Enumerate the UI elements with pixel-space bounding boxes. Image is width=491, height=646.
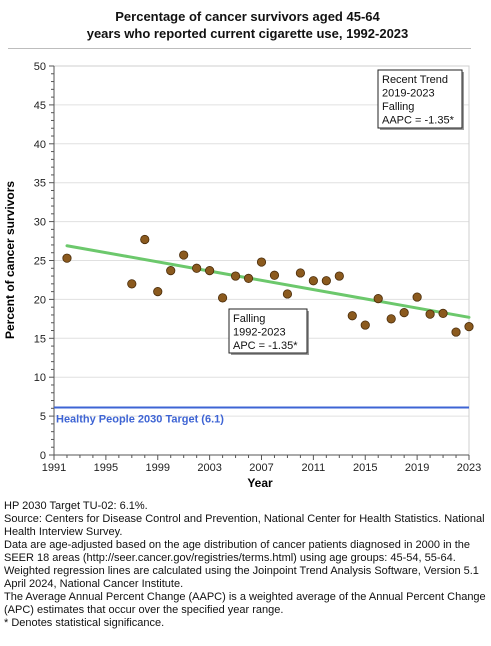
y-tick-label-40: 40 [34,139,46,151]
annotation-box [228,308,308,354]
data-point-2001 [179,250,189,260]
x-tick-label-2015: 2015 [353,462,377,474]
data-point-2014 [347,311,357,321]
chart-title: Percentage of cancer survivors aged 45-6… [20,8,475,42]
annotation-line: Recent Trend [382,74,448,86]
x-tick-label-1995: 1995 [94,462,118,474]
y-axis-title: Percent of cancer survivors [3,181,17,339]
y-tick-label-45: 45 [34,100,46,112]
data-point-2008 [269,270,280,280]
data-point-2018 [399,308,409,318]
y-tick-label-10: 10 [34,372,46,384]
y-tick-label-30: 30 [34,217,46,229]
data-point-1992 [62,253,72,263]
annotation-line: Falling [233,313,265,325]
y-tick-label-0: 0 [40,450,46,462]
y-tick-label-20: 20 [34,294,46,306]
chart-title-line-2: years who reported current cigarette use… [86,26,409,41]
annotation-box [377,69,463,129]
x-tick-label-2019: 2019 [405,462,429,474]
x-tick-label-1991: 1991 [42,462,66,474]
y-tick-label-35: 35 [34,178,46,190]
data-point-2015 [360,320,370,330]
data-point-2009 [282,289,293,299]
annotation-line: 1992-2023 [233,327,286,339]
annotation-line: Falling [382,101,414,113]
data-point-2003 [205,266,215,276]
data-point-2000 [166,266,176,276]
data-point-2013 [334,271,344,281]
target-line-group: Healthy People 2030 Target (6.1) [54,406,469,426]
trend-line-group [65,244,471,319]
x-tick-label-2007: 2007 [249,462,273,474]
data-point-2007 [256,257,267,267]
y-tick-label-5: 5 [40,411,46,423]
x-tick-label-2003: 2003 [197,462,221,474]
data-point-2002 [192,263,202,273]
x-tick-label-2023: 2023 [457,462,481,474]
data-points [62,234,474,337]
footnotes: HP 2030 Target TU-02: 6.1%. Source: Cent… [4,500,488,630]
footnote-age-adjusted: Data are age-adjusted based on the age d… [4,539,470,564]
annotation-line: APC = -1.35* [233,340,298,352]
axes: 0 5 10 15 20 25 30 35 40 45 50 1991 1995 1999 2003 2007… [34,61,481,474]
data-point-1998 [140,234,150,245]
data-point-1997 [127,279,137,289]
data-point-2010 [295,268,306,278]
data-point-2005 [230,271,241,281]
scatter-chart: 0 5 10 15 20 25 30 35 40 45 50 1991 1995 1999 2003 2007… [3,61,481,490]
x-axis-title: Year [247,476,273,490]
footnote-significance: * Denotes statistical significance. [4,617,165,629]
x-tick-label-2011: 2011 [302,462,326,474]
target-label: Healthy People 2030 Target (6.1) [56,414,224,426]
chart-title-line-1: Percentage of cancer survivors aged 45-6… [115,9,380,24]
y-tick-label-15: 15 [34,333,46,345]
y-tick-label-25: 25 [34,256,46,268]
footnote-source: Source: Centers for Disease Control and … [4,513,485,538]
title-divider [8,48,471,49]
footnote-regression: Weighted regression lines are calculated… [4,565,479,590]
footnote-target: HP 2030 Target TU-02: 6.1%. [4,500,148,512]
data-point-2021 [438,308,448,319]
trend-line [65,244,471,319]
data-point-2019 [412,292,422,302]
y-tick-label-50: 50 [34,61,46,73]
footnote-aapc: The Average Annual Percent Change (AAPC)… [4,591,486,616]
annotation-line: 2019-2023 [382,88,435,100]
annotation-line: AAPC = -1.35* [382,115,455,127]
data-point-2016 [373,294,383,304]
data-point-2006 [243,273,254,283]
data-point-2004 [217,293,228,303]
data-point-2022 [451,327,461,337]
data-point-2020 [425,309,435,319]
data-point-2023 [464,322,474,332]
data-point-2011 [308,276,318,286]
data-point-2017 [386,314,396,324]
data-point-2012 [321,276,331,286]
data-point-1999 [153,287,163,297]
x-tick-label-1999: 1999 [146,462,170,474]
